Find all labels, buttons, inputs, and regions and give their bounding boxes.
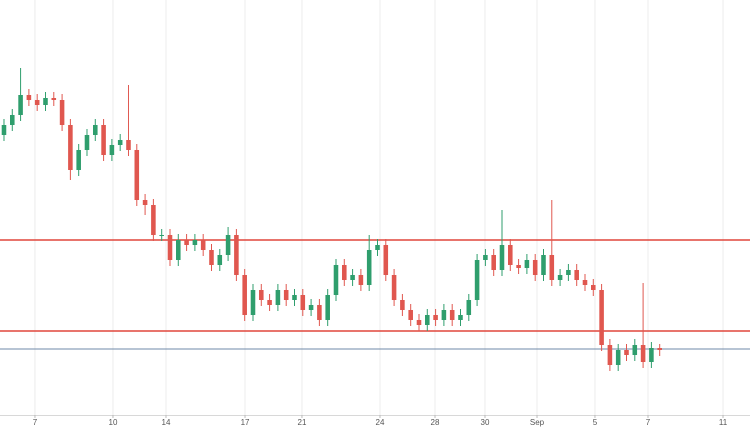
candle-body (34, 100, 40, 105)
candle-body (76, 150, 81, 170)
x-tick-label: Sep (530, 418, 545, 427)
x-tick-label: 14 (162, 418, 171, 427)
candle-body (176, 240, 181, 260)
candle-body (433, 315, 438, 320)
candle-body (483, 255, 488, 260)
candle-body (10, 115, 15, 125)
candle-body (342, 265, 347, 280)
candle-body (541, 255, 546, 275)
candle-body (400, 300, 405, 310)
candle-body (649, 348, 654, 362)
candle-body (640, 345, 646, 362)
candle-body (242, 275, 247, 315)
candle-body (317, 305, 322, 320)
x-tick-label: 7 (33, 418, 38, 427)
candle-body (101, 125, 106, 155)
candle-body (350, 275, 355, 280)
candle-body (408, 310, 413, 320)
candle-body (499, 245, 505, 270)
candle-body (441, 310, 447, 320)
candle-body (117, 140, 123, 145)
candle-body (458, 315, 463, 320)
candle-body (225, 235, 231, 255)
candle-body (283, 290, 289, 300)
candle-body (574, 270, 579, 280)
candle-body (615, 350, 621, 365)
candle-body (582, 280, 588, 285)
candle-body (192, 240, 198, 245)
x-tick-label: 17 (241, 418, 250, 427)
candle-body (259, 290, 264, 300)
x-tick-label: 21 (298, 418, 307, 427)
x-tick-label: 10 (109, 418, 118, 427)
candle-body (151, 205, 156, 235)
candle-body (375, 245, 380, 250)
candle-body (591, 285, 596, 290)
candle-body (43, 98, 48, 105)
candle-body (234, 235, 239, 275)
candle-body (308, 305, 314, 310)
candle-body (68, 125, 73, 170)
candle-body (26, 95, 32, 100)
candle-body (84, 135, 90, 150)
candle-body (200, 240, 206, 250)
candle-body (391, 275, 397, 300)
candle-body (93, 125, 98, 135)
candle-body (491, 255, 496, 270)
candle-body (549, 255, 555, 280)
x-tick-label: 30 (481, 418, 490, 427)
candle-body (333, 265, 339, 295)
candle-body (383, 245, 389, 275)
candle-body (184, 240, 189, 245)
candle-body (632, 345, 638, 355)
candle-body (18, 95, 23, 115)
candle-body (366, 250, 372, 285)
candle-body (607, 345, 613, 365)
x-tick-label: 5 (593, 418, 598, 427)
candle-body (134, 150, 140, 200)
candle-body (59, 100, 65, 125)
candle-body (325, 295, 330, 320)
candle-body (51, 98, 57, 100)
candle-body (250, 290, 256, 315)
candle-body (358, 275, 364, 285)
candle-body (566, 270, 571, 275)
candle-body (1, 125, 7, 135)
candle-body (449, 310, 455, 320)
candle-body (532, 260, 538, 275)
candle-body (508, 245, 513, 265)
candle-body (142, 200, 148, 205)
candle-body (474, 260, 480, 300)
x-tick-label: 7 (646, 418, 651, 427)
candle-body (267, 300, 272, 305)
plot-area (0, 0, 750, 415)
x-tick-label: 11 (719, 418, 728, 427)
candle-body (599, 290, 604, 345)
candle-body (466, 300, 472, 315)
candle-body (159, 235, 164, 236)
candle-body (557, 275, 563, 280)
candle-body (126, 140, 131, 150)
candle-body (275, 290, 281, 305)
candle-body (516, 265, 521, 268)
x-tick-label: 28 (431, 418, 440, 427)
candle-body (416, 320, 422, 325)
candle-body (624, 350, 629, 355)
candle-body (209, 250, 214, 265)
candle-body (657, 348, 662, 350)
candle-body (292, 295, 297, 300)
candle-body (217, 255, 223, 265)
candle-body (300, 295, 306, 310)
candle-body (109, 145, 115, 155)
x-tick-label: 24 (376, 418, 385, 427)
candle-body (167, 235, 173, 260)
candle-body (425, 315, 430, 325)
candle-body (524, 260, 530, 268)
